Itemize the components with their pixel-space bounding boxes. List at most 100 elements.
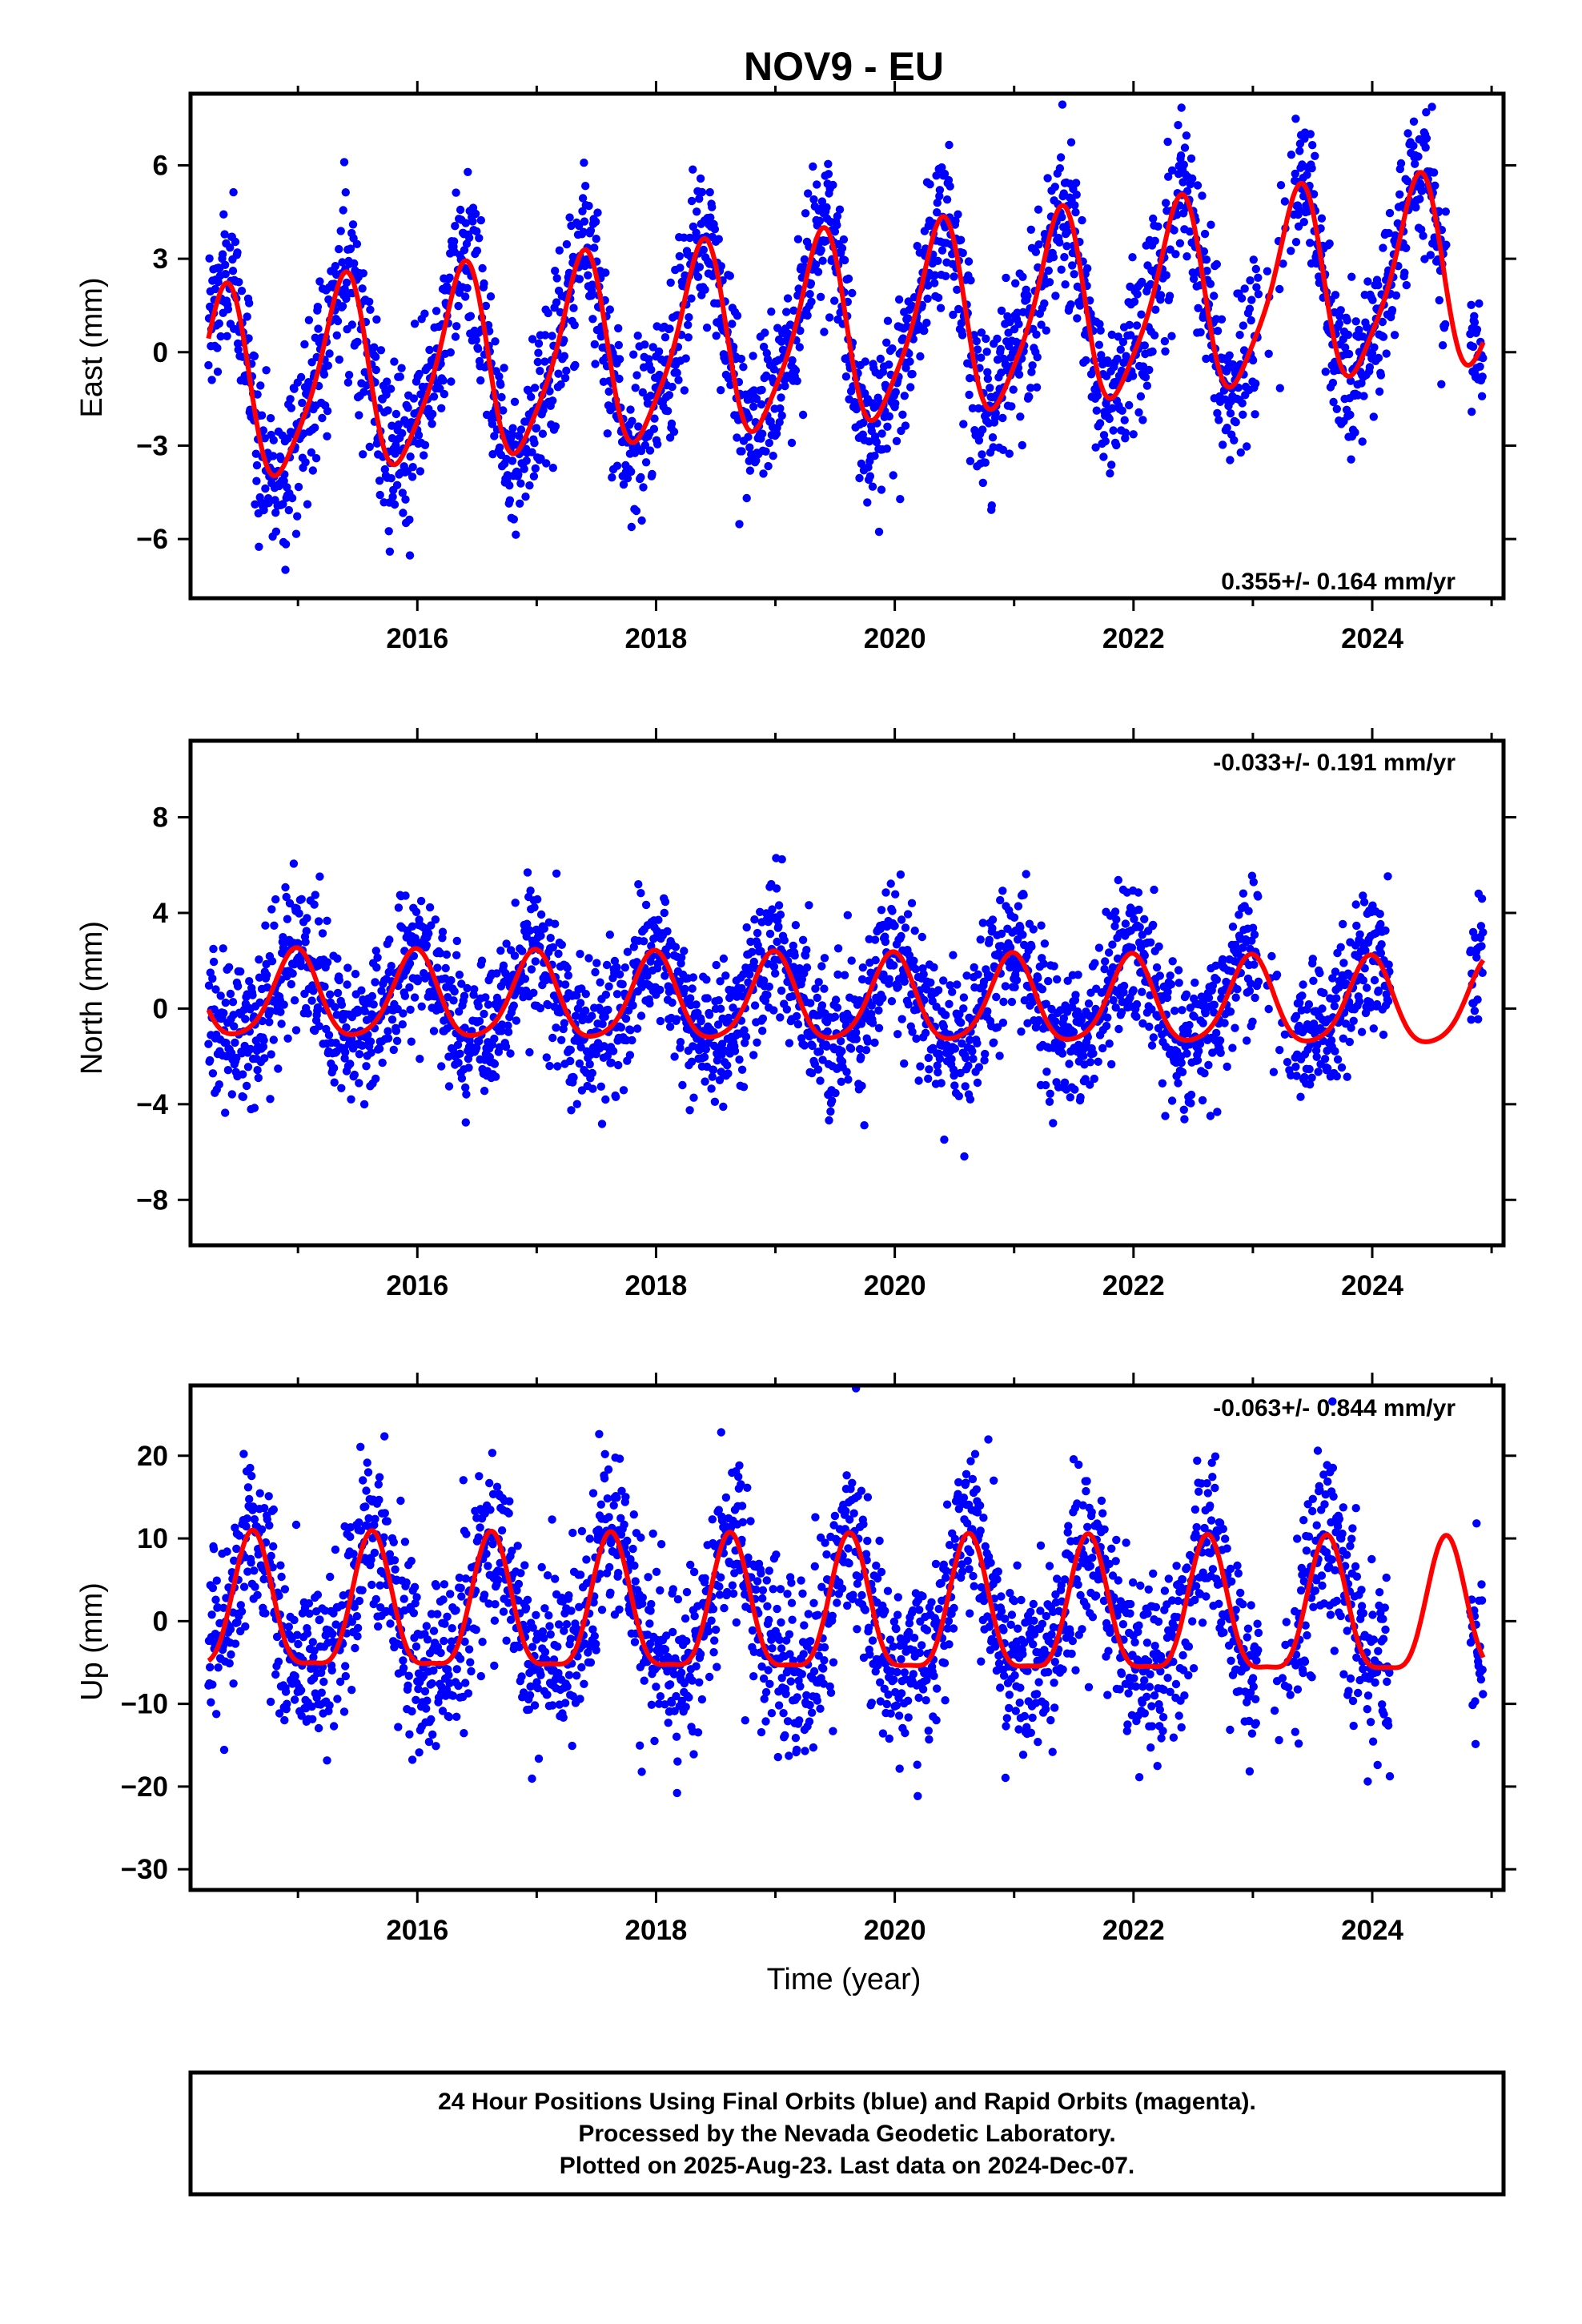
data-point [359,450,367,459]
data-point [970,963,978,972]
data-point [1086,1058,1095,1067]
data-point [473,344,483,353]
data-point [341,1047,350,1057]
data-point [1304,1000,1314,1009]
data-point [959,1004,968,1013]
data-point [343,963,352,972]
data-point [1130,297,1139,306]
data-point [753,1038,761,1047]
data-point [1108,404,1117,412]
data-point [628,1035,636,1045]
data-point [1426,251,1435,259]
data-point [1213,1108,1222,1116]
data-point [801,209,810,218]
data-point [237,287,247,296]
data-point [584,954,593,963]
data-point [1135,923,1144,932]
data-point [1108,940,1117,949]
data-point [887,997,897,1006]
data-point [296,962,306,971]
data-point [560,1019,569,1027]
data-point [337,1000,347,1009]
data-point [1193,1055,1203,1065]
data-point [735,520,744,529]
data-point [1435,296,1444,305]
data-point [1002,273,1010,283]
data-point [581,990,590,999]
data-point [1254,892,1263,901]
data-point [641,458,651,467]
data-point [586,226,596,235]
data-point [896,870,905,879]
data-point [279,500,287,509]
data-point [942,195,952,204]
data-point [1044,976,1053,986]
data-point [556,380,565,389]
data-point [398,428,407,438]
data-point [1136,392,1146,401]
data-point [302,927,311,935]
data-point [1347,272,1356,281]
data-point [852,404,861,414]
data-point [1210,1000,1219,1010]
data-point [1185,1020,1194,1030]
data-point [1402,280,1411,290]
data-point [925,1065,934,1074]
data-point [394,903,404,912]
data-point [745,466,755,475]
data-point [1363,323,1371,332]
data-point [387,962,396,971]
data-point [1103,1013,1112,1022]
data-point [342,278,351,287]
data-point [865,437,873,446]
data-point [256,381,265,390]
data-point [1089,1049,1098,1058]
data-point [639,937,648,946]
data-point [590,243,599,252]
data-point [536,367,544,376]
data-point [1113,354,1122,364]
data-point [1174,966,1183,975]
data-point [1103,358,1113,368]
data-point [824,159,833,168]
data-point [529,472,539,480]
data-point [1032,383,1042,392]
data-point [977,353,986,362]
data-point [796,326,805,336]
data-point [792,1011,801,1021]
data-point [424,929,433,938]
data-point [1107,330,1117,340]
data-point [1038,985,1047,994]
data-point [1318,1004,1327,1013]
data-point [444,1082,454,1091]
data-point [933,208,942,217]
data-point [431,915,440,924]
data-point [598,1019,607,1029]
data-point [270,921,279,931]
data-point [950,1081,959,1090]
data-point [420,451,428,460]
data-point [783,294,793,303]
data-point [1060,1078,1070,1088]
data-point [685,1106,694,1115]
data-point [350,259,359,268]
data-point [291,529,301,538]
data-point [439,376,448,385]
data-point [660,908,669,918]
data-point [551,422,560,431]
data-point [399,1009,408,1018]
data-point [480,1087,489,1096]
data-point [277,1019,286,1028]
data-point [628,1001,637,1010]
data-point [1182,131,1191,140]
data-point [386,384,396,393]
data-point [1065,1059,1074,1068]
data-point [1248,1017,1257,1027]
data-point [815,216,825,225]
data-point [1315,968,1324,978]
data-point [1061,280,1070,289]
data-point [204,360,213,370]
data-point [318,413,327,423]
data-point [342,294,351,304]
data-point [813,1065,823,1074]
